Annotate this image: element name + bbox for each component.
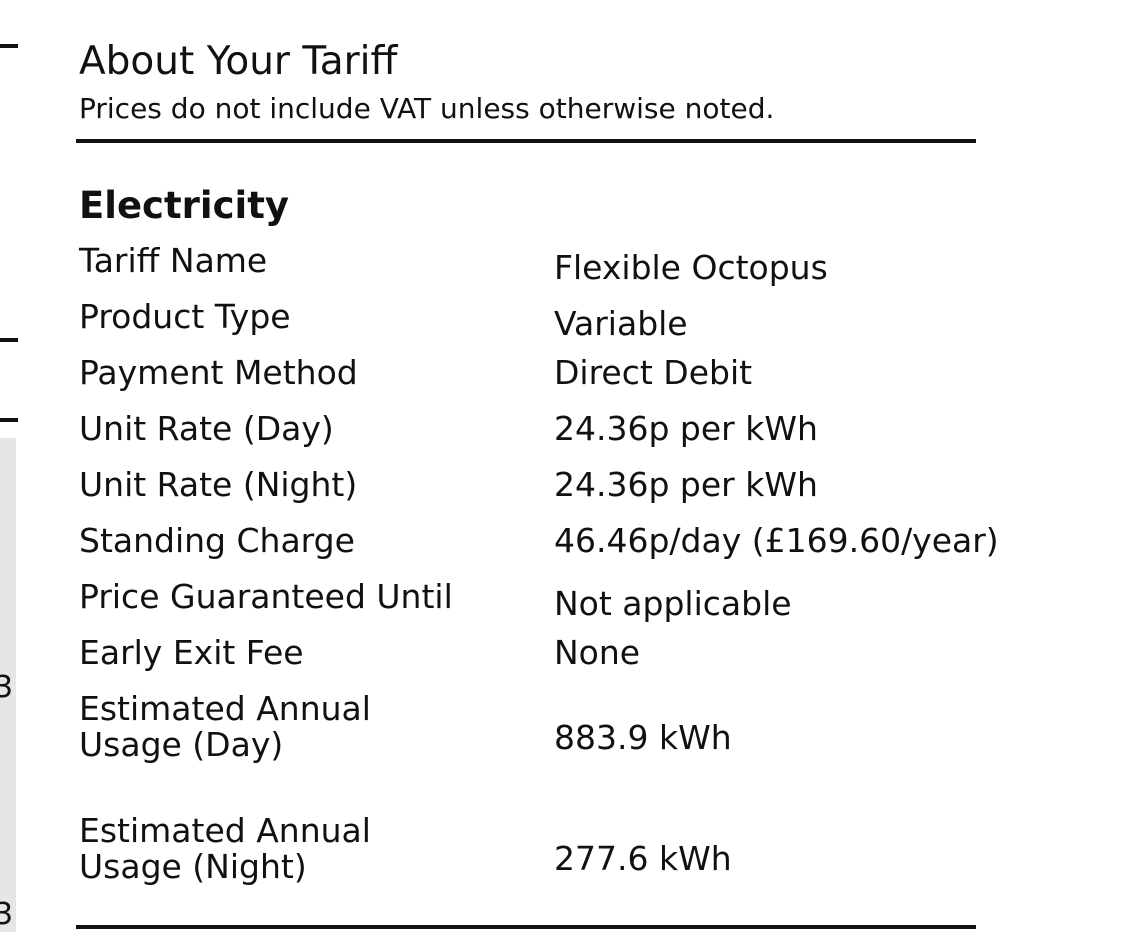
row-label-tariff-name: Tariff Name: [79, 241, 268, 280]
edge-digit: 3: [0, 670, 14, 705]
row-label-payment-method: Payment Method: [79, 353, 358, 392]
top-divider: [76, 139, 976, 143]
row-value-tariff-name: Flexible Octopus: [554, 248, 828, 287]
row-label-estimated-usage-day: Estimated Annual: [79, 689, 371, 728]
edge-tick-mark: [0, 44, 18, 48]
edge-digit: 3: [0, 897, 14, 932]
row-label-unit-rate-night: Unit Rate (Night): [79, 465, 358, 504]
row-label-early-exit-fee: Early Exit Fee: [79, 633, 304, 672]
adjacent-page-strip: [0, 438, 16, 932]
page-title: About Your Tariff: [79, 39, 398, 84]
row-label-product-type: Product Type: [79, 297, 291, 336]
row-label-estimated-usage-day-line2: Usage (Day): [79, 725, 284, 764]
row-label-price-guaranteed-until: Price Guaranteed Until: [79, 577, 453, 616]
section-title: Electricity: [79, 184, 290, 227]
row-value-price-guaranteed-until: Not applicable: [554, 584, 792, 623]
row-value-payment-method: Direct Debit: [554, 353, 753, 392]
row-value-product-type: Variable: [554, 304, 688, 343]
row-value-estimated-usage-day: 883.9 kWh: [554, 718, 732, 757]
row-label-standing-charge: Standing Charge: [79, 521, 355, 560]
row-value-unit-rate-day: 24.36p per kWh: [554, 409, 818, 448]
edge-tick-mark: [0, 338, 18, 342]
row-value-estimated-usage-night: 277.6 kWh: [554, 839, 732, 878]
vat-note: Prices do not include VAT unless otherwi…: [79, 92, 775, 125]
row-label-estimated-usage-night: Estimated Annual: [79, 811, 371, 850]
bottom-divider: [76, 925, 976, 929]
row-value-standing-charge: 46.46p/day (£169.60/year): [554, 521, 999, 560]
row-label-unit-rate-day: Unit Rate (Day): [79, 409, 334, 448]
row-label-estimated-usage-night-line2: Usage (Night): [79, 847, 307, 886]
edge-tick-mark: [0, 418, 18, 422]
row-value-unit-rate-night: 24.36p per kWh: [554, 465, 818, 504]
row-value-early-exit-fee: None: [554, 633, 641, 672]
